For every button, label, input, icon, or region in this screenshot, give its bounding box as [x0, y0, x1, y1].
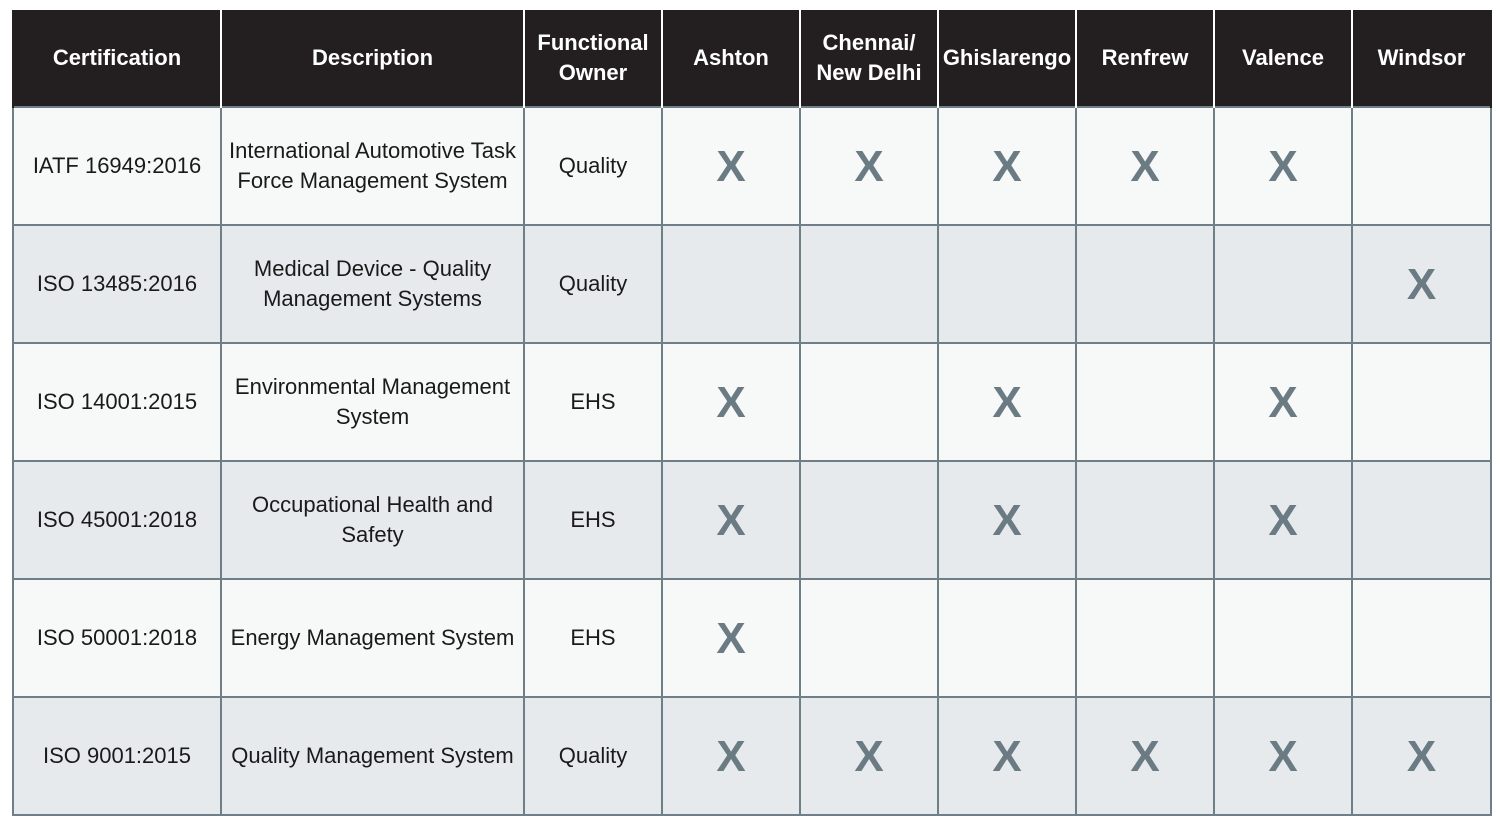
- site-mark-chennai-new-delhi: [799, 460, 939, 580]
- site-mark-ashton: X: [661, 106, 801, 226]
- site-mark-valence: [1213, 578, 1353, 698]
- owner-cell: EHS: [523, 342, 663, 462]
- site-mark-chennai-new-delhi: X: [799, 696, 939, 816]
- table-row: ISO 50001:2018 Energy Management System …: [12, 578, 1492, 698]
- site-mark-windsor: X: [1351, 224, 1492, 344]
- site-mark-chennai-new-delhi: [799, 578, 939, 698]
- table-row: IATF 16949:2016 International Automotive…: [12, 106, 1492, 226]
- certification-cell: ISO 50001:2018: [12, 578, 222, 698]
- owner-cell: EHS: [523, 460, 663, 580]
- table-row: ISO 45001:2018 Occupational Health and S…: [12, 460, 1492, 580]
- site-mark-ashton: X: [661, 696, 801, 816]
- header-ashton: Ashton: [661, 10, 801, 107]
- site-mark-ghislarengo: [937, 224, 1077, 344]
- site-mark-ghislarengo: X: [937, 460, 1077, 580]
- certification-cell: ISO 14001:2015: [12, 342, 222, 462]
- site-mark-ghislarengo: [937, 578, 1077, 698]
- site-mark-renfrew: [1075, 578, 1215, 698]
- site-mark-chennai-new-delhi: [799, 342, 939, 462]
- header-row: Certification Description Functional Own…: [12, 10, 1492, 107]
- site-mark-ashton: X: [661, 460, 801, 580]
- site-mark-renfrew: X: [1075, 696, 1215, 816]
- certification-cell: ISO 9001:2015: [12, 696, 222, 816]
- site-mark-ashton: [661, 224, 801, 344]
- certification-cell: IATF 16949:2016: [12, 106, 222, 226]
- owner-cell: EHS: [523, 578, 663, 698]
- owner-cell: Quality: [523, 224, 663, 344]
- site-mark-renfrew: [1075, 342, 1215, 462]
- site-mark-windsor: [1351, 578, 1492, 698]
- description-cell: Medical Device - Quality Management Syst…: [220, 224, 525, 344]
- description-cell: Energy Management System: [220, 578, 525, 698]
- certification-table: Certification Description Functional Own…: [12, 10, 1492, 816]
- site-mark-windsor: [1351, 460, 1492, 580]
- header-functional-owner: Functional Owner: [523, 10, 663, 107]
- site-mark-renfrew: X: [1075, 106, 1215, 226]
- certification-cell: ISO 13485:2016: [12, 224, 222, 344]
- site-mark-ghislarengo: X: [937, 342, 1077, 462]
- table-row: ISO 9001:2015 Quality Management System …: [12, 696, 1492, 816]
- site-mark-ghislarengo: X: [937, 106, 1077, 226]
- site-mark-chennai-new-delhi: X: [799, 106, 939, 226]
- site-mark-ashton: X: [661, 342, 801, 462]
- site-mark-renfrew: [1075, 224, 1215, 344]
- header-valence: Valence: [1213, 10, 1353, 107]
- description-cell: International Automotive Task Force Mana…: [220, 106, 525, 226]
- description-cell: Environmental Management System: [220, 342, 525, 462]
- table-row: ISO 14001:2015 Environmental Management …: [12, 342, 1492, 462]
- site-mark-windsor: [1351, 342, 1492, 462]
- header-certification: Certification: [12, 10, 222, 107]
- site-mark-renfrew: [1075, 460, 1215, 580]
- owner-cell: Quality: [523, 696, 663, 816]
- description-cell: Occupational Health and Safety: [220, 460, 525, 580]
- site-mark-ashton: X: [661, 578, 801, 698]
- site-mark-valence: [1213, 224, 1353, 344]
- site-mark-windsor: X: [1351, 696, 1492, 816]
- site-mark-ghislarengo: X: [937, 696, 1077, 816]
- certification-cell: ISO 45001:2018: [12, 460, 222, 580]
- table-row: ISO 13485:2016 Medical Device - Quality …: [12, 224, 1492, 344]
- owner-cell: Quality: [523, 106, 663, 226]
- header-description: Description: [220, 10, 525, 107]
- site-mark-valence: X: [1213, 106, 1353, 226]
- description-cell: Quality Management System: [220, 696, 525, 816]
- site-mark-chennai-new-delhi: [799, 224, 939, 344]
- site-mark-valence: X: [1213, 460, 1353, 580]
- header-windsor: Windsor: [1351, 10, 1492, 107]
- header-chennai-new-delhi: Chennai/ New Delhi: [799, 10, 939, 107]
- site-mark-valence: X: [1213, 696, 1353, 816]
- header-ghislarengo: Ghislarengo: [937, 10, 1077, 107]
- header-renfrew: Renfrew: [1075, 10, 1215, 107]
- site-mark-windsor: [1351, 106, 1492, 226]
- site-mark-valence: X: [1213, 342, 1353, 462]
